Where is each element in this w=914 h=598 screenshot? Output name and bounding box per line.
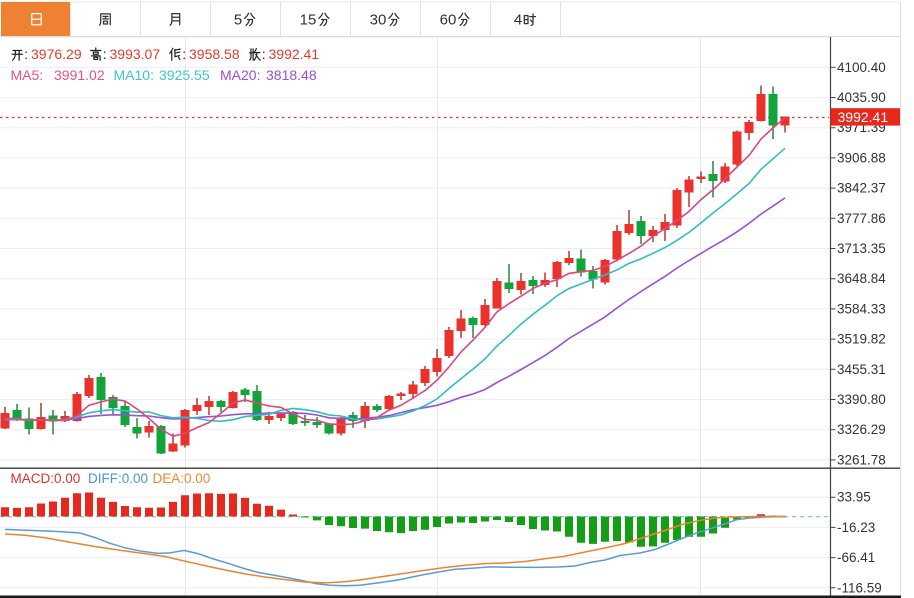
svg-text:3842.37: 3842.37 bbox=[837, 181, 886, 196]
svg-text:3584.33: 3584.33 bbox=[837, 301, 886, 316]
svg-text:DIFF:0.00: DIFF:0.00 bbox=[88, 471, 148, 486]
svg-text:5: 5 bbox=[234, 12, 242, 29]
svg-text:3390.80: 3390.80 bbox=[837, 392, 886, 407]
svg-text:4100.40: 4100.40 bbox=[837, 60, 886, 75]
svg-text:MA20:: MA20: bbox=[220, 67, 260, 83]
svg-text:3925.55: 3925.55 bbox=[159, 67, 210, 83]
svg-text::: : bbox=[182, 46, 186, 62]
svg-text:3713.35: 3713.35 bbox=[837, 241, 886, 256]
svg-text:3648.84: 3648.84 bbox=[837, 271, 886, 286]
svg-text:3326.29: 3326.29 bbox=[837, 422, 886, 437]
svg-text:3958.58: 3958.58 bbox=[189, 46, 240, 62]
svg-text:-116.59: -116.59 bbox=[837, 580, 882, 595]
svg-text:MACD:0.00: MACD:0.00 bbox=[11, 471, 81, 486]
svg-text:33.95: 33.95 bbox=[837, 490, 871, 505]
svg-text:-16.23: -16.23 bbox=[837, 520, 875, 535]
svg-text:3976.29: 3976.29 bbox=[31, 46, 82, 62]
svg-text:3992.41: 3992.41 bbox=[269, 46, 320, 62]
svg-text::: : bbox=[262, 46, 266, 62]
svg-text:3906.88: 3906.88 bbox=[837, 150, 886, 165]
svg-text:60: 60 bbox=[440, 12, 457, 29]
svg-text:3519.82: 3519.82 bbox=[837, 332, 886, 347]
svg-text:3992.41: 3992.41 bbox=[838, 109, 889, 125]
svg-text:MA10:: MA10: bbox=[114, 67, 154, 83]
svg-text::: : bbox=[103, 46, 107, 62]
svg-text:3455.31: 3455.31 bbox=[837, 362, 886, 377]
svg-text:3993.07: 3993.07 bbox=[110, 46, 161, 62]
svg-text:30: 30 bbox=[370, 12, 387, 29]
svg-text:DEA:0.00: DEA:0.00 bbox=[153, 471, 211, 486]
svg-text:-66.41: -66.41 bbox=[837, 550, 875, 565]
svg-text:3777.86: 3777.86 bbox=[837, 211, 886, 226]
svg-text::: : bbox=[24, 46, 28, 62]
svg-text:MA5:: MA5: bbox=[11, 67, 44, 83]
svg-text:15: 15 bbox=[300, 12, 317, 29]
svg-text:4: 4 bbox=[514, 12, 522, 29]
svg-text:3991.02: 3991.02 bbox=[54, 67, 105, 83]
svg-text:3818.48: 3818.48 bbox=[266, 67, 317, 83]
svg-text:4035.90: 4035.90 bbox=[837, 90, 886, 105]
svg-text:3261.78: 3261.78 bbox=[837, 452, 886, 467]
